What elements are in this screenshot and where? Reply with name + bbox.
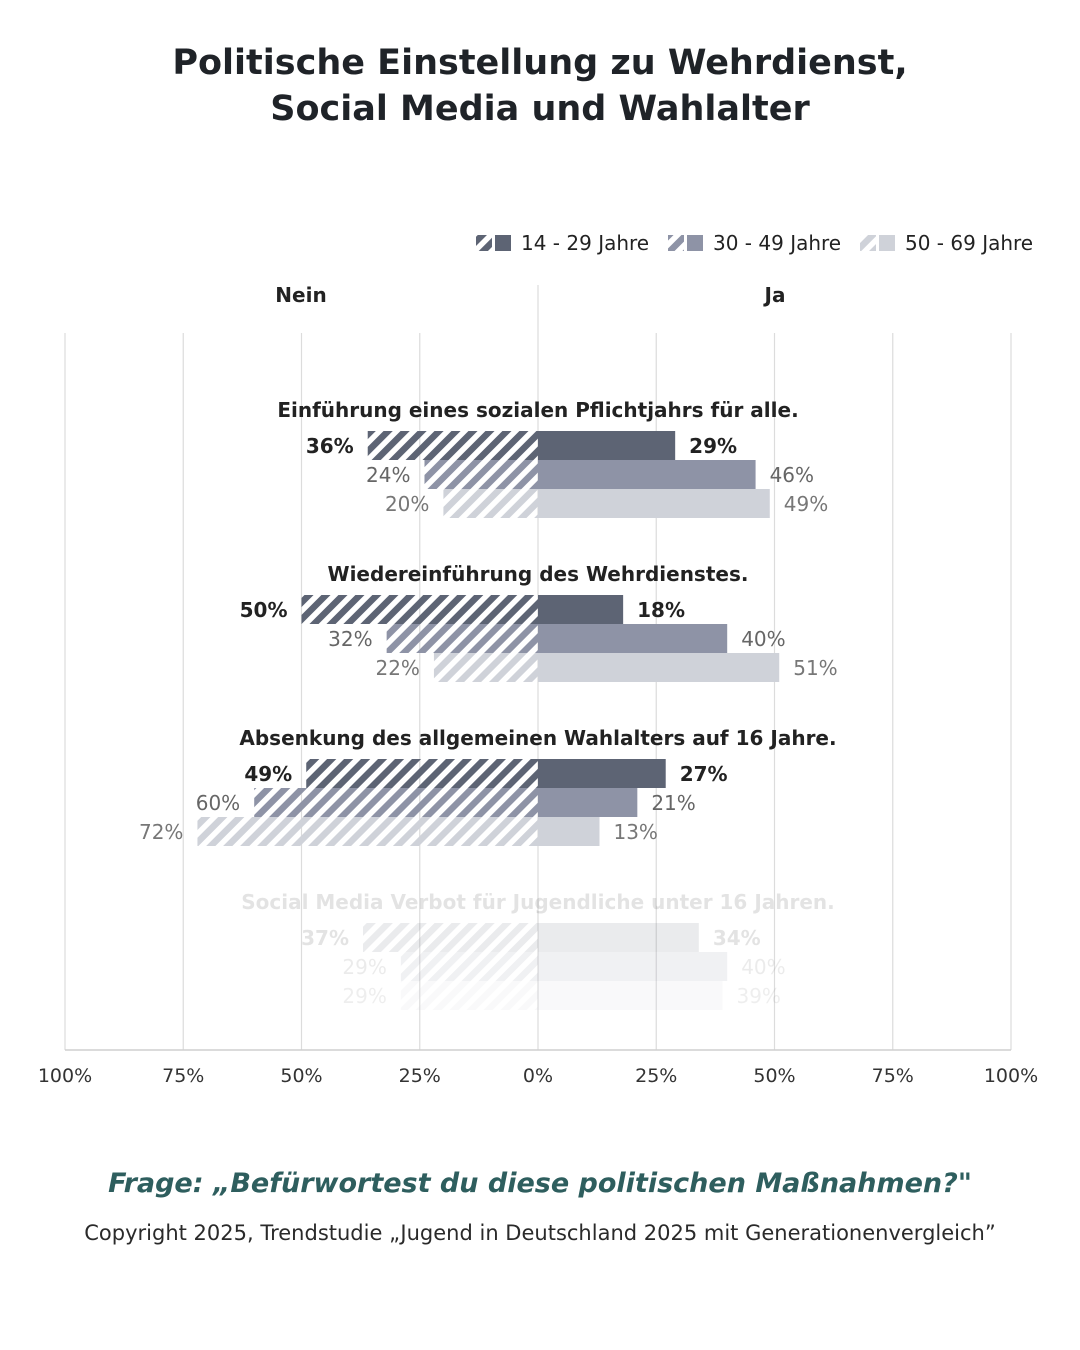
data-label-ja: 46% <box>770 463 814 487</box>
data-label-ja: 40% <box>741 955 785 979</box>
bar-ja <box>538 923 699 952</box>
data-label-ja: 27% <box>680 762 728 786</box>
group-label: Wiedereinführung des Wehrdienstes. <box>328 562 749 586</box>
bar-nein <box>443 489 538 518</box>
x-tick-label: 50% <box>753 1065 795 1087</box>
x-tick-label: 75% <box>162 1065 204 1087</box>
bar-ja <box>538 817 600 846</box>
bar-ja <box>538 595 624 624</box>
bar-nein <box>367 431 538 460</box>
side-label-nein: Nein <box>275 283 326 307</box>
legend-label: 50 - 69 Jahre <box>905 231 1033 255</box>
copyright-note: Copyright 2025, Trendstudie „Jugend in D… <box>84 1221 996 1245</box>
side-label-ja: Ja <box>763 283 786 307</box>
bar-ja <box>538 624 728 653</box>
bar-nein <box>254 788 538 817</box>
bar-nein <box>424 460 538 489</box>
data-label-nein: 22% <box>375 656 419 680</box>
bar-nein <box>306 759 538 788</box>
data-label-ja: 18% <box>637 598 685 622</box>
data-label-nein: 29% <box>342 955 386 979</box>
legend-swatch-solid <box>495 235 511 251</box>
data-label-ja: 39% <box>736 984 780 1008</box>
data-label-nein: 36% <box>306 434 354 458</box>
x-tick-label: 25% <box>635 1065 677 1087</box>
legend-swatch-hatched <box>668 235 684 251</box>
bar-nein <box>400 981 538 1010</box>
bar-group: Social Media Verbot für Jugendliche unte… <box>241 890 835 1010</box>
data-label-nein: 20% <box>385 492 429 516</box>
bar-ja <box>538 952 728 981</box>
x-tick-label: 75% <box>872 1065 914 1087</box>
diverging-bar-chart: Einführung eines sozialen Pflichtjahrs f… <box>38 231 1038 1087</box>
data-label-nein: 24% <box>366 463 410 487</box>
bar-ja <box>538 431 676 460</box>
data-label-nein: 29% <box>342 984 386 1008</box>
group-label: Absenkung des allgemeinen Wahlalters auf… <box>239 726 836 750</box>
data-label-ja: 51% <box>793 656 837 680</box>
bar-ja <box>538 981 723 1010</box>
data-label-nein: 60% <box>196 791 240 815</box>
bar-nein <box>433 653 538 682</box>
legend-swatch-hatched <box>860 235 876 251</box>
x-axis: 100% 75% 50% 25% 0% 25% 50% 75% 100% Nein Ja <box>38 283 1038 1087</box>
data-label-ja: 13% <box>613 820 657 844</box>
bar-ja <box>538 759 666 788</box>
bar-ja <box>538 489 770 518</box>
x-tick-label: 50% <box>280 1065 322 1087</box>
data-label-ja: 49% <box>784 492 828 516</box>
data-label-nein: 37% <box>301 926 349 950</box>
bar-nein <box>362 923 538 952</box>
x-tick-label: 25% <box>399 1065 441 1087</box>
legend-label: 14 - 29 Jahre <box>521 231 649 255</box>
legend: 14 - 29 Jahre 30 - 49 Jahre 50 - 69 Jahre <box>476 231 1033 255</box>
bar-ja <box>538 653 780 682</box>
data-label-nein: 50% <box>240 598 288 622</box>
data-label-ja: 29% <box>689 434 737 458</box>
data-label-nein: 72% <box>139 820 183 844</box>
survey-question: Frage: „Befürwortest du diese politische… <box>108 1168 972 1199</box>
chart-title-line-1: Politische Einstellung zu Wehrdienst, <box>172 43 908 83</box>
data-label-ja: 40% <box>741 627 785 651</box>
legend-swatch-hatched <box>476 235 492 251</box>
bar-ja <box>538 460 756 489</box>
bar-group: Einführung eines sozialen Pflichtjahrs f… <box>277 398 828 518</box>
x-tick-label: 100% <box>38 1065 92 1087</box>
bar-groups: Einführung eines sozialen Pflichtjahrs f… <box>139 398 838 1010</box>
bar-ja <box>538 788 638 817</box>
data-label-nein: 32% <box>328 627 372 651</box>
data-label-ja: 21% <box>651 791 695 815</box>
legend-swatch-solid <box>879 235 895 251</box>
legend-swatch-solid <box>687 235 703 251</box>
chart-title: Politische Einstellung zu Wehrdienst, So… <box>0 40 1080 132</box>
data-label-nein: 49% <box>244 762 292 786</box>
x-tick-label: 100% <box>984 1065 1038 1087</box>
group-label: Social Media Verbot für Jugendliche unte… <box>241 890 835 914</box>
bar-nein <box>197 817 538 846</box>
chart-title-line-2: Social Media und Wahlalter <box>270 89 810 129</box>
data-label-ja: 34% <box>713 926 761 950</box>
bar-nein <box>386 624 538 653</box>
group-label: Einführung eines sozialen Pflichtjahrs f… <box>277 398 798 422</box>
legend-label: 30 - 49 Jahre <box>713 231 841 255</box>
bar-nein <box>400 952 538 981</box>
x-tick-label: 0% <box>523 1065 553 1087</box>
bar-group: Absenkung des allgemeinen Wahlalters auf… <box>139 726 837 846</box>
bar-group: Wiedereinführung des Wehrdienstes. 50% 18%… <box>240 562 838 682</box>
bar-nein <box>301 595 538 624</box>
